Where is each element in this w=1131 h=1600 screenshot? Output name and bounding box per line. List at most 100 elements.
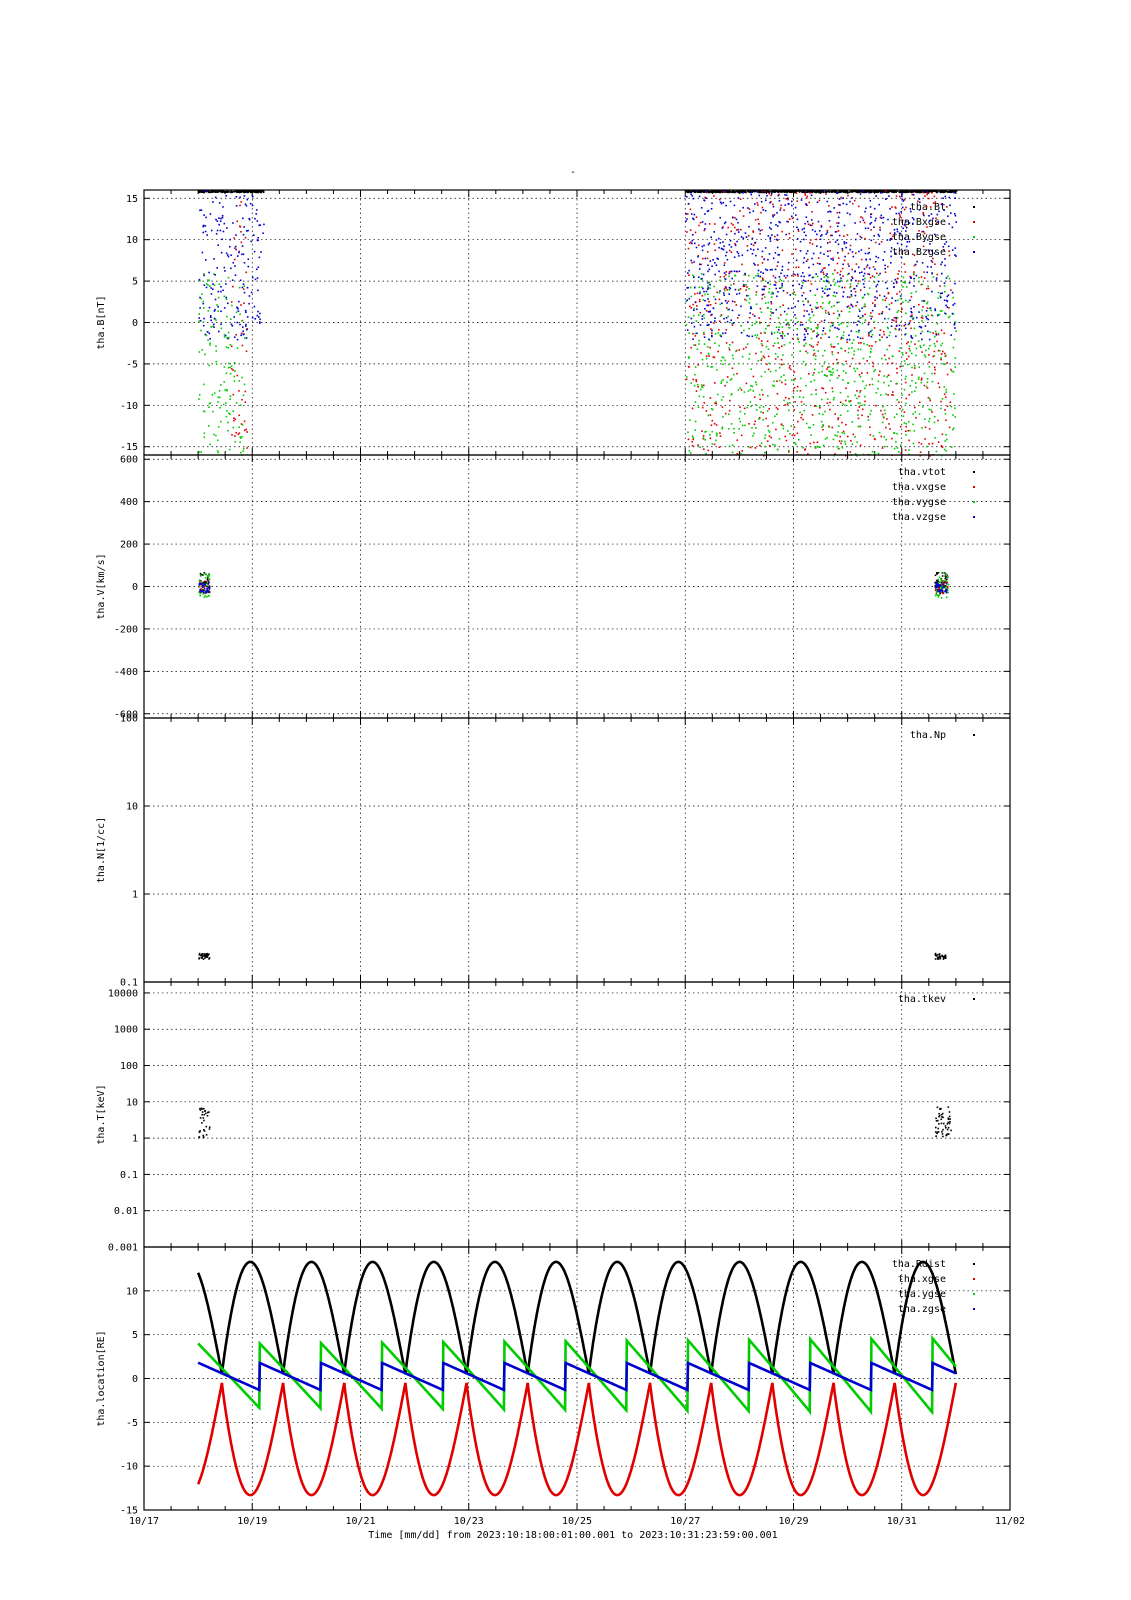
data-point <box>945 596 948 599</box>
legend-label: tha.vtot <box>898 467 946 478</box>
data-point <box>705 430 707 433</box>
data-point <box>887 374 890 376</box>
data-point <box>688 357 690 359</box>
data-point <box>865 191 867 194</box>
data-point <box>943 249 945 251</box>
data-point <box>240 241 243 244</box>
data-point <box>831 353 834 356</box>
data-point <box>859 391 861 394</box>
data-point <box>207 583 210 585</box>
data-point <box>802 272 804 274</box>
data-point <box>873 320 876 323</box>
data-point <box>940 344 942 347</box>
data-point <box>928 354 930 356</box>
data-point <box>926 378 929 380</box>
data-point <box>759 275 761 278</box>
data-point <box>707 287 710 289</box>
data-point <box>937 349 940 352</box>
data-point <box>918 311 920 313</box>
data-point <box>713 322 715 324</box>
data-point <box>932 332 934 334</box>
series-line-tha-xgse <box>196 1382 958 1497</box>
data-point <box>883 333 885 336</box>
data-point <box>254 278 257 281</box>
data-point <box>854 291 857 293</box>
data-point <box>858 373 861 376</box>
data-point <box>749 191 752 194</box>
x-tick-label: 10/23 <box>454 1516 484 1527</box>
data-point <box>873 235 875 237</box>
data-point <box>694 429 696 431</box>
data-point <box>812 374 814 376</box>
legend-marker <box>973 486 975 488</box>
data-point <box>836 445 839 448</box>
data-point <box>897 277 899 280</box>
data-point <box>804 194 807 196</box>
data-point <box>825 312 827 314</box>
data-point <box>886 418 888 420</box>
y-tick-label: -600 <box>114 709 138 720</box>
data-point <box>733 256 736 258</box>
data-point <box>748 208 751 210</box>
data-point <box>718 320 721 322</box>
data-point <box>780 423 783 426</box>
data-point <box>934 952 937 955</box>
data-point <box>851 443 854 446</box>
data-point <box>811 211 813 213</box>
data-point <box>686 299 688 302</box>
data-point <box>934 263 936 265</box>
data-point <box>931 190 933 193</box>
data-point <box>687 272 689 274</box>
data-point <box>857 190 860 192</box>
data-point <box>708 339 711 342</box>
data-point <box>217 310 219 312</box>
data-point <box>842 291 845 293</box>
data-point <box>875 255 877 258</box>
data-point <box>203 432 206 435</box>
data-point <box>251 276 254 279</box>
data-point <box>768 253 771 255</box>
data-point <box>903 199 906 201</box>
data-point <box>707 285 709 287</box>
data-point <box>772 421 774 424</box>
data-point <box>693 309 695 311</box>
data-point <box>726 376 729 378</box>
data-point <box>724 300 727 302</box>
data-point <box>225 415 228 418</box>
data-point <box>222 230 225 233</box>
data-point <box>915 190 917 193</box>
data-point <box>794 305 796 308</box>
data-point <box>910 307 912 310</box>
data-point <box>817 334 820 336</box>
data-point <box>810 328 812 330</box>
data-point <box>781 337 784 339</box>
data-point <box>203 585 206 588</box>
data-point <box>837 431 839 433</box>
data-point <box>880 435 883 438</box>
data-point <box>239 437 242 439</box>
data-point <box>698 191 701 193</box>
data-point <box>891 393 893 396</box>
data-point <box>940 296 942 299</box>
data-point <box>838 425 840 427</box>
data-point <box>858 320 860 323</box>
data-point <box>934 594 937 597</box>
data-point <box>877 280 880 283</box>
data-point <box>920 191 923 193</box>
data-point <box>719 198 721 201</box>
data-point <box>870 317 872 320</box>
data-point <box>201 349 204 351</box>
data-point <box>692 217 694 220</box>
data-point <box>770 301 772 303</box>
data-point <box>847 321 849 324</box>
data-point <box>912 190 915 193</box>
data-point <box>936 581 938 583</box>
data-point <box>740 228 742 231</box>
data-point <box>943 282 946 284</box>
data-point <box>829 329 831 332</box>
data-point <box>868 247 870 250</box>
data-point <box>704 213 706 215</box>
x-tick-label: 10/31 <box>887 1516 917 1527</box>
data-point <box>699 292 701 295</box>
data-point <box>713 443 716 446</box>
